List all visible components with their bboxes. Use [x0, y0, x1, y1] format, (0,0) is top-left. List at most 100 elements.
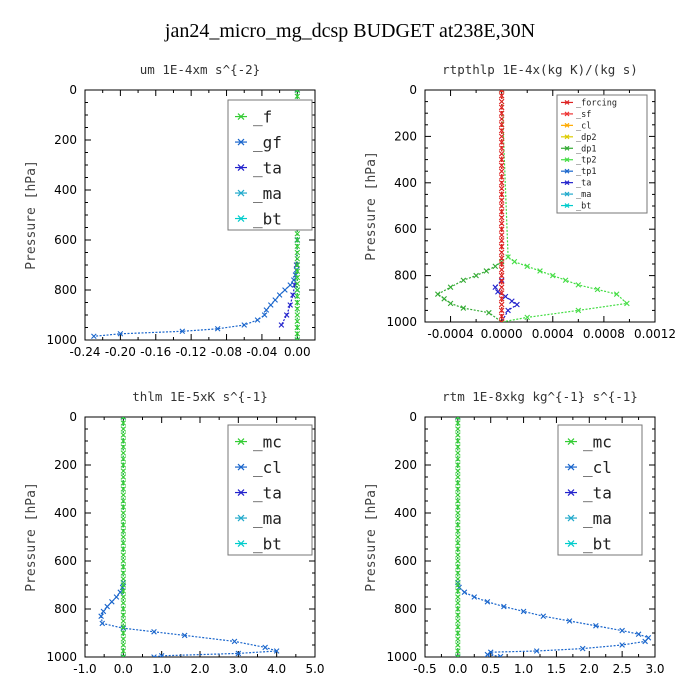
- legend-box: [227, 99, 313, 231]
- legend-marker: [567, 463, 575, 471]
- legend-label: _cl: [576, 121, 591, 131]
- legend-label: _ma: [576, 190, 591, 200]
- data-point: [498, 296, 505, 302]
- data-point: [498, 313, 505, 319]
- data-point: [120, 522, 127, 528]
- y-tick-label: 0: [409, 410, 417, 424]
- data-point: [498, 180, 505, 186]
- data-point: [498, 243, 505, 250]
- data-point: [498, 290, 505, 296]
- data-point: [104, 603, 111, 610]
- legend-label: _dp1: [576, 144, 596, 154]
- y-tick-label: 800: [394, 602, 417, 616]
- y-tick-label: 400: [394, 176, 417, 190]
- data-point: [455, 570, 461, 576]
- data-point: [278, 322, 285, 328]
- data-point: [120, 552, 127, 558]
- data-point: [498, 90, 505, 93]
- data-point: [455, 417, 461, 420]
- data-point: [498, 255, 505, 261]
- legend-marker: [567, 540, 575, 547]
- data-point: [498, 232, 505, 238]
- data-point: [120, 528, 127, 534]
- data-point: [511, 258, 518, 265]
- data-point: [455, 606, 461, 612]
- data-point: [434, 291, 441, 297]
- data-point: [120, 600, 127, 606]
- data-point: [537, 268, 543, 274]
- legend-label: _f: [253, 108, 272, 127]
- data-point: [498, 122, 505, 128]
- y-axis-label: Pressure [hPa]: [24, 160, 39, 270]
- data-point: [483, 268, 490, 274]
- legend-box: [556, 94, 648, 214]
- data-point: [120, 588, 127, 594]
- data-point: [498, 214, 505, 221]
- legend-label: _tp2: [576, 156, 596, 166]
- y-tick-label: 800: [394, 269, 417, 283]
- data-point: [294, 237, 301, 243]
- legend-marker: [237, 540, 245, 547]
- legend-marker: [237, 138, 245, 146]
- data-point: [120, 450, 127, 456]
- data-point: [294, 305, 301, 312]
- data-point: [120, 540, 127, 546]
- legend-label: _cl: [253, 458, 282, 477]
- legend-label: _ma: [253, 184, 282, 203]
- data-point: [594, 286, 601, 293]
- data-point: [294, 255, 301, 262]
- data-point: [120, 564, 127, 570]
- x-tick-label: -0.0004: [427, 327, 473, 341]
- series-line: [436, 90, 503, 322]
- data-point: [471, 594, 478, 600]
- data-point: [447, 300, 454, 307]
- data-point: [498, 226, 505, 232]
- legend-marker: [567, 438, 575, 445]
- data-point: [455, 648, 461, 654]
- y-tick-label: 400: [394, 506, 417, 520]
- data-point: [120, 582, 127, 588]
- data-point: [117, 589, 124, 595]
- data-point: [294, 299, 301, 306]
- x-tick-label: -0.24: [69, 345, 100, 359]
- data-point: [261, 312, 268, 318]
- data-point: [294, 268, 301, 275]
- y-tick-label: 600: [394, 222, 417, 236]
- x-tick-label: 1.0: [152, 662, 171, 676]
- x-tick-label: -0.5: [413, 662, 436, 676]
- data-point: [272, 297, 278, 303]
- data-point: [282, 287, 288, 293]
- data-point: [113, 594, 120, 600]
- legend: _mc _cl _ta _ma _bt: [557, 424, 643, 556]
- data-point: [120, 624, 127, 630]
- data-point: [455, 612, 461, 618]
- data-point: [619, 627, 625, 634]
- data-point: [498, 301, 505, 308]
- data-point: [99, 620, 106, 627]
- y-tick-label: 400: [54, 506, 77, 520]
- data-point: [455, 588, 461, 594]
- data-point: [120, 468, 127, 474]
- data-point: [498, 307, 505, 314]
- data-point: [120, 654, 127, 657]
- data-point: [498, 110, 505, 116]
- data-point: [120, 462, 127, 468]
- data-point: [533, 648, 540, 654]
- legend-marker: [564, 111, 570, 117]
- data-point: [520, 608, 527, 615]
- data-point: [492, 263, 499, 270]
- data-point: [498, 93, 505, 99]
- data-point: [455, 576, 461, 582]
- data-point: [120, 420, 127, 426]
- legend: _forcing _sf_cl _dp2_dp1 _tp2_tp1 _ta_ma _bt: [556, 94, 648, 214]
- data-point: [455, 498, 461, 504]
- data-point: [294, 230, 301, 237]
- x-tick-label: 0.0000: [481, 327, 523, 341]
- data-point: [294, 274, 301, 281]
- x-tick-label: 0.0: [114, 662, 133, 676]
- data-point: [498, 98, 505, 105]
- data-point: [273, 648, 280, 654]
- y-axis-label: Pressure [hPa]: [24, 482, 39, 592]
- x-tick-label: 4.0: [267, 662, 286, 676]
- legend-marker: [564, 203, 570, 208]
